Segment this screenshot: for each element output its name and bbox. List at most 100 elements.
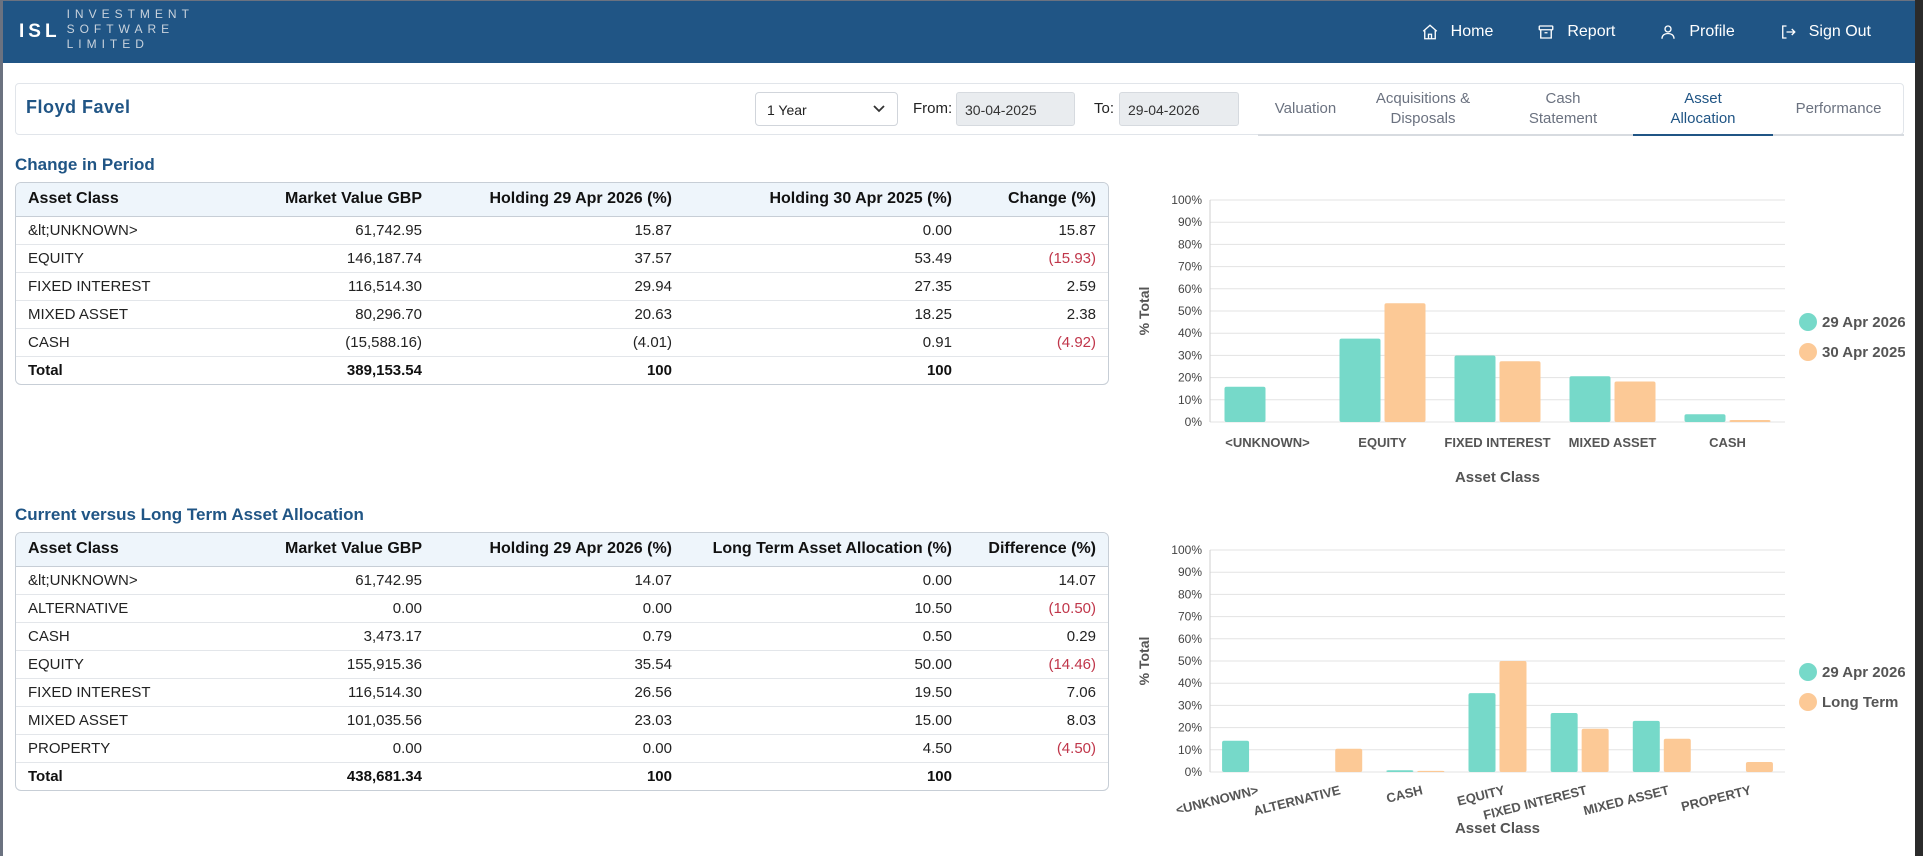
table-cell: 26.56 xyxy=(434,678,684,707)
y-axis-label: % Total xyxy=(1136,637,1152,686)
nav-report-label: Report xyxy=(1567,23,1616,40)
table-cell: 146,187.74 xyxy=(216,244,434,273)
total-cell xyxy=(964,356,1108,384)
isl-logo[interactable]: ISL INVESTMENT SOFTWARE LIMITED xyxy=(19,7,194,52)
y-tick-label: 20% xyxy=(1178,371,1202,385)
tab-cash-statement[interactable]: Cash Statement xyxy=(1493,84,1633,134)
table-row: CASH 3,473.17 0.79 0.50 0.29 xyxy=(16,622,1108,651)
table-cell: 29.94 xyxy=(434,272,684,301)
tab-acquisitions-disposals[interactable]: Acquisitions & Disposals xyxy=(1353,84,1493,134)
table-cell: 0.91 xyxy=(684,328,964,357)
to-label: To: xyxy=(1094,100,1115,117)
nav-home[interactable]: Home xyxy=(1421,23,1493,41)
table-row: CASH (15,588.16) (4.01) 0.91 (4.92) xyxy=(16,328,1108,357)
to-date-input[interactable]: 29-04-2026 xyxy=(1119,92,1239,126)
table-cell: MIXED ASSET xyxy=(16,300,216,329)
table-cell: 14.07 xyxy=(434,566,684,595)
legend-label[interactable]: 29 Apr 2026 xyxy=(1822,664,1905,681)
bar-series1[interactable] xyxy=(1454,355,1496,422)
bar-series2[interactable] xyxy=(1417,770,1445,772)
bar-series2[interactable] xyxy=(1384,303,1426,422)
y-tick-label: 50% xyxy=(1178,304,1202,318)
bar-series1[interactable] xyxy=(1339,338,1381,422)
table-cell: (4.01) xyxy=(434,328,684,357)
tab-performance[interactable]: Performance xyxy=(1773,84,1904,134)
table-cell: 3,473.17 xyxy=(216,622,434,651)
table-cell: (14.46) xyxy=(964,650,1108,679)
table-cell: 101,035.56 xyxy=(216,706,434,735)
table-cell: 2.38 xyxy=(964,300,1108,329)
legend-swatch xyxy=(1799,663,1817,681)
sign-out-icon xyxy=(1781,25,1796,39)
period-select[interactable]: 1 Year xyxy=(755,92,898,126)
bar-series1[interactable] xyxy=(1386,770,1414,772)
bar-series1[interactable] xyxy=(1468,693,1496,772)
tab-label-line: Cash xyxy=(1545,90,1581,107)
table-cell: 27.35 xyxy=(684,272,964,301)
tab-label-line: Allocation xyxy=(1670,110,1736,127)
legend-label[interactable]: 30 Apr 2025 xyxy=(1822,344,1905,361)
x-tick-label: CASH xyxy=(1709,435,1746,450)
table-cell: 15.87 xyxy=(434,216,684,245)
column-header: Difference (%) xyxy=(964,533,1108,567)
legend-label[interactable]: 29 Apr 2026 xyxy=(1822,314,1905,331)
nav-profile-label: Profile xyxy=(1689,23,1735,40)
bar-series2[interactable] xyxy=(1499,661,1527,772)
table-cell: ALTERNATIVE xyxy=(16,594,216,623)
section-title-current-vs-long-term: Current versus Long Term Asset Allocatio… xyxy=(15,505,364,524)
tab-label: Cash Statement xyxy=(1529,89,1597,129)
tab-label-line: Disposals xyxy=(1390,110,1456,127)
bar-series2[interactable] xyxy=(1729,419,1771,422)
y-tick-label: 10% xyxy=(1178,393,1202,407)
table-cell: 19.50 xyxy=(684,678,964,707)
bar-series2[interactable] xyxy=(1663,738,1691,772)
table-header-row: Asset Class Market Value GBP Holding 29 … xyxy=(16,533,1108,567)
bar-series2[interactable] xyxy=(1614,381,1656,422)
window-edge xyxy=(1915,0,1923,856)
table-cell: 7.06 xyxy=(964,678,1108,707)
table-cell: 8.03 xyxy=(964,706,1108,735)
y-tick-label: 30% xyxy=(1178,698,1202,712)
from-date-input[interactable]: 30-04-2025 xyxy=(956,92,1075,126)
bar-series1[interactable] xyxy=(1684,414,1726,422)
y-tick-label: 70% xyxy=(1178,260,1202,274)
nav-report[interactable]: Report xyxy=(1537,23,1615,41)
table-cell: (10.50) xyxy=(964,594,1108,623)
table-cell: 61,742.95 xyxy=(216,216,434,245)
column-header: Holding 29 Apr 2026 (%) xyxy=(434,183,684,217)
y-tick-label: 90% xyxy=(1178,215,1202,229)
y-tick-label: 70% xyxy=(1178,610,1202,624)
bar-series2[interactable] xyxy=(1745,762,1773,772)
nav-sign-out[interactable]: Sign Out xyxy=(1779,23,1871,41)
tab-label-line: Statement xyxy=(1528,110,1598,127)
column-header: Long Term Asset Allocation (%) xyxy=(684,533,964,567)
table-cell: 116,514.30 xyxy=(216,272,434,301)
table-cell: FIXED INTEREST xyxy=(16,272,216,301)
table-total-row: Total 438,681.34 100 100 xyxy=(16,762,1108,790)
logo-sub-line: SOFTWARE xyxy=(66,22,175,36)
bar-series2[interactable] xyxy=(1581,728,1609,772)
table-row: PROPERTY 0.00 0.00 4.50 (4.50) xyxy=(16,734,1108,763)
table-cell: 4.50 xyxy=(684,734,964,763)
bar-series1[interactable] xyxy=(1569,376,1611,422)
legend-swatch xyxy=(1799,343,1817,361)
column-header: Change (%) xyxy=(964,183,1108,217)
bar-series1[interactable] xyxy=(1550,713,1578,772)
legend-label[interactable]: Long Term xyxy=(1822,694,1898,711)
bar-series1[interactable] xyxy=(1632,720,1660,772)
y-tick-label: 60% xyxy=(1178,632,1202,646)
bar-series2[interactable] xyxy=(1499,361,1541,422)
tab-asset-allocation[interactable]: Asset Allocation xyxy=(1633,84,1773,136)
y-tick-label: 100% xyxy=(1171,543,1202,557)
table-cell: PROPERTY xyxy=(16,734,216,763)
table-cell: 23.03 xyxy=(434,706,684,735)
table-cell: &lt;UNKNOWN> xyxy=(16,566,216,595)
table-cell: 61,742.95 xyxy=(216,566,434,595)
bar-series1[interactable] xyxy=(1222,740,1250,772)
bar-series1[interactable] xyxy=(1224,386,1266,422)
bar-series2[interactable] xyxy=(1335,748,1363,772)
table-cell: CASH xyxy=(16,328,216,357)
tab-valuation[interactable]: Valuation xyxy=(1258,84,1353,134)
chevron-down-icon xyxy=(873,105,885,113)
nav-profile[interactable]: Profile xyxy=(1659,23,1735,41)
